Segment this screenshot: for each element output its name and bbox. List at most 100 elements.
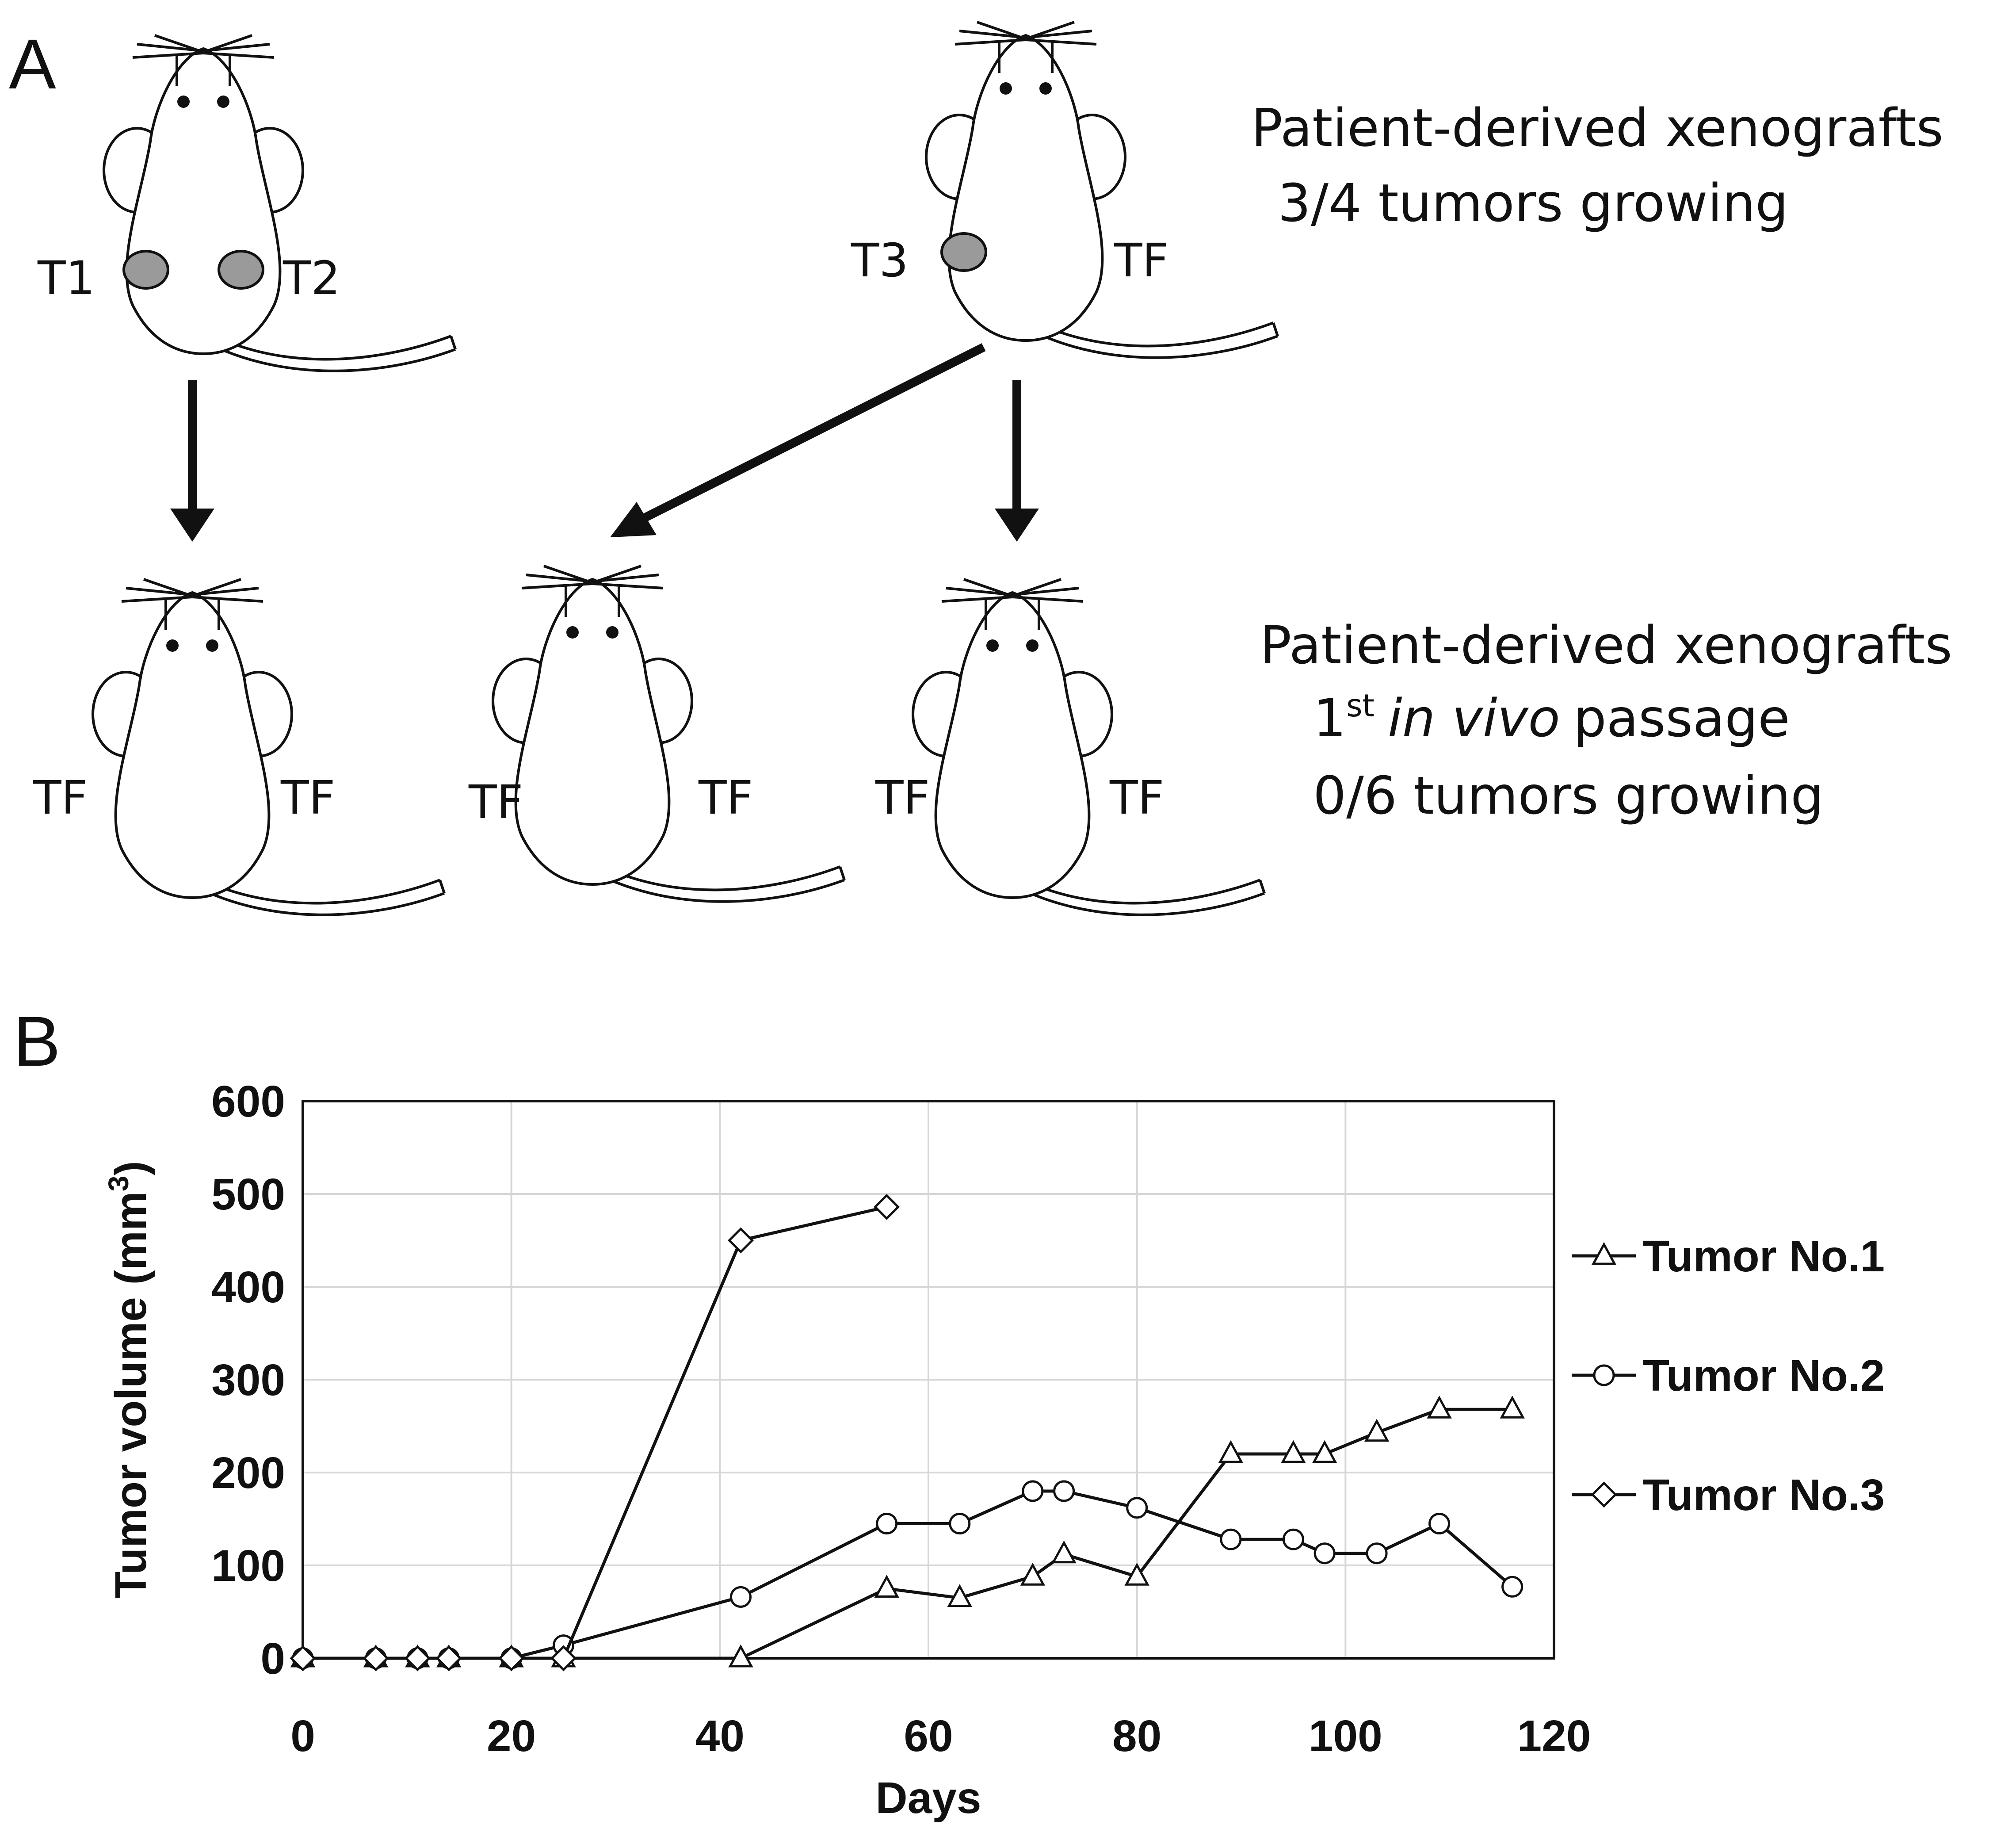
y-axis-title: Tumor volume (mm3) (103, 1161, 156, 1598)
data-point-triangle (1020, 1562, 1046, 1586)
data-point-triangle (1312, 1440, 1337, 1463)
tumor-t3 (940, 232, 987, 272)
legend-marker-diamond (1591, 1481, 1617, 1508)
legend-item: Tumor No.1 (1572, 1232, 1885, 1281)
data-point-triangle (1427, 1395, 1452, 1419)
mouse-3 (93, 579, 444, 915)
data-point-circle (1126, 1497, 1148, 1519)
series-layer (290, 1194, 1525, 1672)
data-point-diamond (874, 1194, 900, 1220)
mouse-3-left-label: TF (33, 771, 88, 825)
tumor-volume-chart: 0 20 40 60 80 100 120 0 100 200 300 400 500 600 Days… (103, 1077, 1885, 1823)
data-point-circle (949, 1513, 971, 1534)
y-tick-label: 100 (211, 1541, 285, 1591)
group2-passage-line: 1st in vivo passage (1313, 688, 1790, 749)
y-tick-label: 500 (211, 1170, 285, 1219)
legend-marker-circle (1593, 1364, 1615, 1386)
x-axis-title: Days (875, 1773, 981, 1823)
data-point-diamond (363, 1645, 389, 1672)
mouse-1-left-label: T1 (37, 251, 95, 305)
data-point-triangle (1364, 1419, 1390, 1442)
data-point-triangle (1051, 1540, 1077, 1564)
x-tick-label: 120 (1517, 1711, 1591, 1761)
data-point-diamond (550, 1645, 577, 1672)
series-line (303, 1408, 1512, 1660)
x-tick-label: 20 (487, 1711, 536, 1761)
data-point-circle (1053, 1480, 1075, 1502)
series-line (303, 1489, 1513, 1660)
x-tick-label: 40 (695, 1711, 745, 1761)
mouse-1 (104, 35, 455, 371)
y-tick-label: 600 (211, 1077, 285, 1126)
legend-marker-triangle (1591, 1242, 1617, 1265)
mouse-2-right-label: TF (1114, 233, 1168, 287)
tumor-t2 (218, 250, 264, 290)
mouse-2 (926, 22, 1278, 358)
mouse-3-right-label: TF (280, 771, 335, 825)
data-point-triangle (728, 1644, 753, 1668)
data-point-circle (1313, 1542, 1336, 1565)
legend-label: Tumor No.2 (1642, 1351, 1885, 1400)
group1-title: Patient-derived xenografts (1251, 97, 1943, 158)
arrows (170, 343, 1039, 542)
series-1 (290, 1395, 1525, 1668)
series-3 (290, 1194, 900, 1672)
gridlines (302, 1100, 1555, 1659)
mouse-4-left-label: TF (468, 775, 523, 829)
mouse-5-right-label: TF (1109, 771, 1164, 825)
y-tick-label: 200 (211, 1448, 285, 1498)
data-point-triangle (1500, 1395, 1525, 1419)
panel-a-letter: A (9, 24, 56, 103)
mouse-4-right-label: TF (698, 771, 753, 825)
x-tick-label: 0 (290, 1711, 315, 1761)
group1-line1: 3/4 tumors growing (1278, 172, 1788, 233)
data-point-circle (1282, 1528, 1304, 1550)
mouse-5 (913, 579, 1264, 915)
y-axis-title-main: Tumor volume (mm (106, 1191, 156, 1598)
data-point-circle (1366, 1542, 1388, 1565)
y-axis-title-close: ) (106, 1161, 156, 1175)
data-point-circle (1501, 1576, 1523, 1598)
data-point-diamond (404, 1645, 431, 1672)
y-tick-labels: 0 100 200 300 400 500 600 (211, 1077, 285, 1683)
data-point-triangle (947, 1584, 972, 1607)
group2-passage: passage (1573, 688, 1790, 749)
tumor-t1 (122, 250, 169, 290)
data-point-diamond (727, 1227, 754, 1254)
mouse-5-left-label: TF (875, 771, 930, 825)
y-tick-label: 400 (211, 1262, 285, 1312)
series-2 (292, 1480, 1523, 1669)
group2-line2: 0/6 tumors growing (1313, 765, 1824, 826)
y-tick-label: 300 (211, 1355, 285, 1405)
legend-label: Tumor No.1 (1642, 1232, 1885, 1281)
group2-passage-number: 1 (1313, 688, 1346, 749)
panel-b-letter: B (13, 1002, 61, 1081)
plot-frame (302, 1100, 1555, 1660)
series-line (303, 1205, 887, 1660)
x-tick-label: 60 (904, 1711, 953, 1761)
data-point-triangle (1281, 1440, 1306, 1463)
y-tick-label: 0 (260, 1634, 285, 1683)
data-point-triangle (874, 1575, 899, 1598)
data-point-circle (876, 1513, 898, 1534)
x-tick-label: 80 (1112, 1711, 1161, 1761)
mouse-1-right-label: T2 (283, 251, 340, 305)
data-point-circle (1220, 1528, 1242, 1550)
y-axis-title-sup: 3 (103, 1176, 134, 1192)
data-point-circle (1428, 1513, 1451, 1534)
data-point-triangle (1124, 1562, 1149, 1586)
legend: Tumor No.1 Tumor No.2 Tumor No.3 (1572, 1232, 1885, 1520)
x-tick-labels: 0 20 40 60 80 100 120 (290, 1711, 1591, 1761)
group2-passage-sup: st (1346, 688, 1375, 724)
data-point-diamond (435, 1645, 462, 1672)
data-point-diamond (290, 1645, 316, 1672)
data-point-triangle (1218, 1440, 1244, 1463)
legend-item: Tumor No.2 (1572, 1351, 1885, 1400)
legend-label: Tumor No.3 (1642, 1470, 1885, 1520)
group2-title: Patient-derived xenografts (1260, 615, 1952, 676)
data-point-diamond (498, 1645, 525, 1672)
data-point-circle (1022, 1480, 1044, 1502)
group2-in-vivo: in vivo (1388, 688, 1560, 749)
data-point-circle (730, 1586, 752, 1608)
x-tick-label: 100 (1309, 1711, 1382, 1761)
